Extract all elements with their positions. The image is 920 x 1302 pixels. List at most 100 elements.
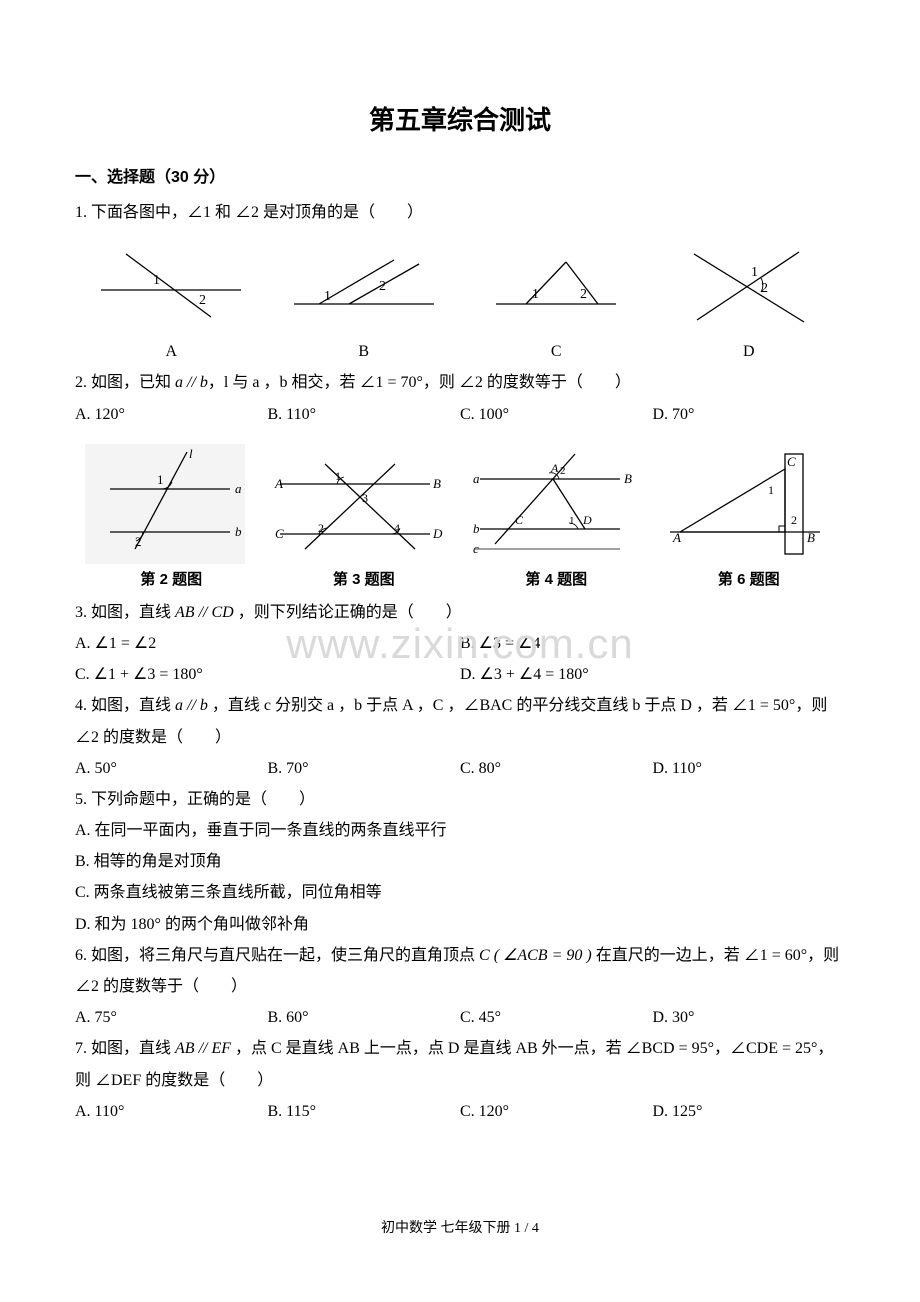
svg-text:a: a — [473, 471, 480, 486]
q1-opt-b: B — [268, 336, 461, 367]
q2-opt-c: C. 100° — [460, 399, 653, 430]
q7-opt-d: D. 125° — [653, 1096, 846, 1127]
q1-fig-a: 1 2 — [91, 242, 251, 332]
svg-text:3: 3 — [362, 491, 368, 505]
figure-caption-row: 第 2 题图 第 3 题图 第 4 题图 第 6 题图 — [75, 568, 845, 589]
svg-text:1: 1 — [751, 265, 758, 280]
q2-stem-a: 2. 如图，已知 — [75, 374, 175, 391]
q1-opt-a: A — [75, 336, 268, 367]
q3-options-row2: C. ∠1 + ∠3 = 180° D. ∠3 + ∠4 = 180° — [75, 659, 845, 690]
q6-opt-b: B. 60° — [268, 1002, 461, 1033]
cap-q6: 第 6 题图 — [653, 568, 846, 589]
svg-text:l: l — [189, 446, 193, 461]
cap-q2: 第 2 题图 — [75, 568, 268, 589]
q6-stem-b: C ( ∠ACB = 90 ) — [479, 947, 592, 964]
q5-opt-a: A. 在同一平面内，垂直于同一条直线的两条直线平行 — [75, 815, 845, 846]
q3-stem-a: 3. 如图，直线 — [75, 604, 175, 621]
q7-opt-c: C. 120° — [460, 1096, 653, 1127]
q1-stem: 1. 下面各图中，∠1 和 ∠2 是对顶角的是（ ） — [75, 197, 845, 228]
question-4: 4. 如图，直线 a // b ，直线 c 分别交 a ，b 于点 A ，C ，… — [75, 690, 845, 784]
q1-opt-d: D — [653, 336, 846, 367]
fig-q3: A B C D 1 3 2 4 — [265, 444, 445, 564]
q7-stem-b: AB // EF — [175, 1040, 231, 1057]
q7-stem-a: 7. 如图，直线 — [75, 1040, 175, 1057]
fig-q2: a b l 1 2 — [85, 444, 245, 564]
q5-opt-b: B. 相等的角是对顶角 — [75, 846, 845, 877]
question-1: 1. 下面各图中，∠1 和 ∠2 是对顶角的是（ ） 1 2 1 2 — [75, 197, 845, 367]
q4-opt-b: B. 70° — [268, 753, 461, 784]
cap-q3: 第 3 题图 — [268, 568, 461, 589]
q1-opt-c: C — [460, 336, 653, 367]
q4-opt-a: A. 50° — [75, 753, 268, 784]
svg-text:B: B — [624, 471, 632, 486]
q1-fig-b: 1 2 — [284, 242, 444, 332]
q6-stem-a: 6. 如图，将三角尺与直尺贴在一起，使三角尺的直角顶点 — [75, 947, 479, 964]
svg-text:C: C — [787, 454, 796, 469]
svg-text:1: 1 — [324, 289, 331, 304]
cap-q4: 第 4 题图 — [460, 568, 653, 589]
svg-text:1: 1 — [768, 483, 774, 497]
svg-text:2: 2 — [318, 521, 324, 535]
svg-text:2: 2 — [379, 279, 386, 294]
svg-text:1: 1 — [157, 472, 164, 487]
q2-opt-b: B. 110° — [268, 399, 461, 430]
question-7: 7. 如图，直线 AB // EF ，点 C 是直线 AB 上一点，点 D 是直… — [75, 1033, 845, 1127]
q1-fig-c: 1 2 — [476, 242, 636, 332]
q6-opt-a: A. 75° — [75, 1002, 268, 1033]
q2-opt-d: D. 70° — [653, 399, 846, 430]
svg-text:D: D — [582, 513, 592, 527]
q4-stem-a: 4. 如图，直线 — [75, 697, 175, 714]
fig-q6: A B C 1 2 — [655, 444, 835, 564]
question-3: 3. 如图，直线 AB // CD ，则下列结论正确的是（ ） A. ∠1 = … — [75, 597, 845, 691]
q2-options: A. 120° B. 110° C. 100° D. 70° — [75, 399, 845, 430]
q4-opt-c: C. 80° — [460, 753, 653, 784]
q7-opt-a: A. 110° — [75, 1096, 268, 1127]
svg-text:2: 2 — [580, 287, 587, 302]
q7-opt-b: B. 115° — [268, 1096, 461, 1127]
q3-opt-a: A. ∠1 = ∠2 — [75, 628, 460, 659]
page: www.zixin.com.cn 第五章综合测试 一、选择题（30 分） 1. … — [0, 0, 920, 1277]
q4-options: A. 50° B. 70° C. 80° D. 110° — [75, 753, 845, 784]
section-one-heading: 一、选择题（30 分） — [75, 163, 845, 187]
q3-stem-b: AB // CD — [175, 604, 234, 621]
q2-opt-a: A. 120° — [75, 399, 268, 430]
q5-stem: 5. 下列命题中，正确的是（ ） — [75, 784, 845, 815]
svg-text:1: 1 — [153, 273, 160, 288]
q5-opt-d: D. 和为 180° 的两个角叫做邻补角 — [75, 909, 845, 940]
svg-text:A: A — [274, 476, 283, 491]
fig-q4: B a b c A 2 C D 1 — [465, 444, 635, 564]
q2-stem-b: a // b — [175, 374, 208, 391]
q4-stem-b: a // b — [175, 697, 208, 714]
svg-text:A: A — [672, 530, 681, 545]
svg-text:c: c — [473, 541, 479, 556]
svg-text:b: b — [235, 524, 242, 539]
q2-stem-c: ，l 与 a ，b 相交，若 ∠1 = 70°，则 ∠2 的度数等于（ ） — [208, 374, 631, 391]
svg-text:D: D — [432, 526, 443, 541]
q6-options: A. 75° B. 60° C. 45° D. 30° — [75, 1002, 845, 1033]
q6-opt-c: C. 45° — [460, 1002, 653, 1033]
svg-text:a: a — [235, 481, 242, 496]
svg-text:1: 1 — [569, 515, 575, 527]
question-6: 6. 如图，将三角尺与直尺贴在一起，使三角尺的直角顶点 C ( ∠ACB = 9… — [75, 940, 845, 1034]
question-5: 5. 下列命题中，正确的是（ ） A. 在同一平面内，垂直于同一条直线的两条直线… — [75, 784, 845, 940]
svg-text:C: C — [275, 526, 284, 541]
shared-figure-row: a b l 1 2 A B C D 1 3 2 4 — [75, 444, 845, 564]
q4-opt-d: D. 110° — [653, 753, 846, 784]
q3-options-row1: A. ∠1 = ∠2 B. ∠3 = ∠4 — [75, 628, 845, 659]
q7-options: A. 110° B. 115° C. 120° D. 125° — [75, 1096, 845, 1127]
q1-fig-d: 1 2 — [669, 242, 829, 332]
page-footer: 初中数学 七年级下册 1 / 4 — [75, 1217, 845, 1237]
q5-opt-c: C. 两条直线被第三条直线所截，同位角相等 — [75, 877, 845, 908]
q1-figures: 1 2 1 2 1 2 1 — [75, 242, 845, 332]
question-2: 2. 如图，已知 a // b，l 与 a ，b 相交，若 ∠1 = 70°，则… — [75, 367, 845, 429]
q3-opt-d: D. ∠3 + ∠4 = 180° — [460, 659, 845, 690]
svg-text:2: 2 — [199, 293, 206, 308]
svg-text:2: 2 — [135, 534, 142, 549]
q3-opt-b: B. ∠3 = ∠4 — [460, 628, 845, 659]
svg-text:1: 1 — [532, 287, 539, 302]
q1-option-row: A B C D — [75, 336, 845, 367]
svg-text:B: B — [433, 476, 441, 491]
q3-stem-c: ，则下列结论正确的是（ ） — [234, 604, 462, 621]
svg-text:2: 2 — [791, 513, 797, 527]
svg-text:b: b — [473, 521, 480, 536]
